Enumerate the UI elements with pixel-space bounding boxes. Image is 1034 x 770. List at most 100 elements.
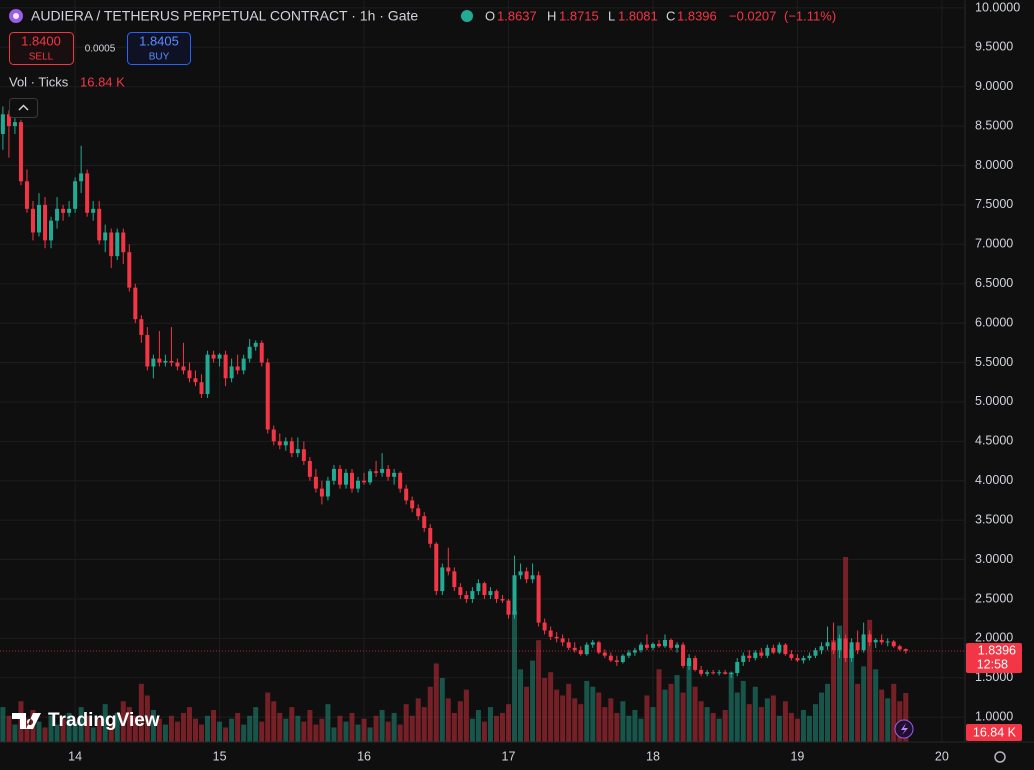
volume-bar xyxy=(800,710,806,742)
collapse-icon[interactable] xyxy=(18,104,29,111)
price-tag-label: 1.8396 xyxy=(978,643,1016,657)
ohlc-key: H xyxy=(547,8,556,23)
candle-body xyxy=(566,642,571,648)
collapse-button[interactable] xyxy=(9,98,38,118)
candle-body xyxy=(644,644,649,648)
volume-bar xyxy=(873,669,879,742)
volume-bar xyxy=(692,686,698,742)
volume-bar xyxy=(415,698,421,742)
volume-bar xyxy=(307,710,313,742)
y-tick-label: 7.5000 xyxy=(975,197,1013,211)
candle-body xyxy=(446,567,451,572)
volume-bar xyxy=(421,707,427,742)
candle-body xyxy=(500,598,505,601)
candle-body xyxy=(97,208,102,241)
volume-bar xyxy=(108,724,114,742)
volume-bar xyxy=(42,727,48,742)
candle-body xyxy=(813,650,818,656)
candle-body xyxy=(49,220,54,241)
volume-bar xyxy=(361,718,367,742)
candle-body xyxy=(699,669,704,674)
candle-body xyxy=(307,461,312,477)
x-tick-label: 16 xyxy=(357,749,371,763)
candle-body xyxy=(127,252,132,288)
candle-body xyxy=(711,672,716,674)
candle-body xyxy=(205,354,210,395)
sell-price[interactable]: 1.8400 xyxy=(21,33,61,48)
volume-bar xyxy=(722,710,728,742)
volume-bar xyxy=(861,666,867,742)
volume-bar xyxy=(481,721,487,742)
volume-bar xyxy=(156,718,162,742)
volume-bar xyxy=(331,727,337,742)
volume-bar xyxy=(469,718,475,742)
candle-body xyxy=(650,643,655,648)
candle-body xyxy=(759,652,764,656)
candle-body xyxy=(590,642,595,645)
volume-bar xyxy=(590,686,596,742)
candle-body xyxy=(398,472,403,489)
candle-body xyxy=(422,516,427,529)
candle-body xyxy=(693,658,698,670)
price-tag xyxy=(966,643,1022,674)
candle-body xyxy=(807,655,812,659)
sell-button[interactable] xyxy=(9,32,74,65)
buy-button[interactable] xyxy=(127,32,191,65)
candle-body xyxy=(783,644,788,655)
volume-bar xyxy=(283,718,289,742)
change: −0.0207 xyxy=(729,8,776,23)
candle-body xyxy=(0,114,5,134)
volume-bar xyxy=(572,698,578,742)
brand: TradingView xyxy=(48,710,160,731)
candle-body xyxy=(903,649,908,652)
volume-bar xyxy=(6,715,12,742)
settings-icon[interactable] xyxy=(994,751,1006,763)
volume-bar xyxy=(806,715,812,742)
buy-price[interactable]: 1.8405 xyxy=(139,33,179,48)
candle-body xyxy=(151,358,156,367)
volume-value: 16.84 K xyxy=(80,74,125,89)
countdown: 12:58 xyxy=(977,657,1008,671)
volume-bar xyxy=(632,710,638,742)
volume-bar xyxy=(867,619,873,742)
volume-bar xyxy=(885,698,891,742)
y-tick-label: 3.0000 xyxy=(975,552,1013,566)
y-tick-label: 8.5000 xyxy=(975,118,1013,132)
volume-bar xyxy=(524,686,530,742)
candle-body xyxy=(512,575,517,615)
volume-bar xyxy=(301,721,307,742)
y-tick-label: 1.0000 xyxy=(975,709,1013,723)
volume-bar xyxy=(174,721,180,742)
x-tick-label: 15 xyxy=(213,749,227,763)
sell-label[interactable]: SELL xyxy=(29,52,54,63)
candle-body xyxy=(259,342,264,363)
candle-body xyxy=(37,204,42,233)
ohlc-value: 1.8715 xyxy=(559,8,599,23)
volume-bar xyxy=(355,724,361,742)
volume-bar xyxy=(512,611,518,742)
candle-body xyxy=(620,655,625,663)
y-tick-label: 10.0000 xyxy=(975,0,1020,14)
candle-body xyxy=(356,480,361,489)
volume-bar xyxy=(403,704,409,742)
alert-icon[interactable] xyxy=(901,723,908,735)
candle-body xyxy=(825,642,830,647)
y-tick-label: 9.0000 xyxy=(975,79,1013,93)
x-tick-label: 20 xyxy=(935,749,949,763)
candle-body xyxy=(157,358,162,363)
y-tick-label: 2.5000 xyxy=(975,591,1013,605)
candle-body xyxy=(247,346,252,359)
candle-body xyxy=(789,654,794,659)
candle-body xyxy=(795,658,800,661)
volume-bar xyxy=(788,712,794,742)
volume-bar xyxy=(451,712,457,742)
candle-body xyxy=(139,319,144,335)
candle-body xyxy=(506,600,511,615)
candle-body xyxy=(548,630,553,637)
volume-bar xyxy=(54,724,60,742)
volume-tag xyxy=(966,724,1022,741)
candle-body xyxy=(169,360,174,363)
buy-label[interactable]: BUY xyxy=(149,52,170,63)
volume-bar xyxy=(367,727,373,742)
candle-body xyxy=(638,644,643,651)
